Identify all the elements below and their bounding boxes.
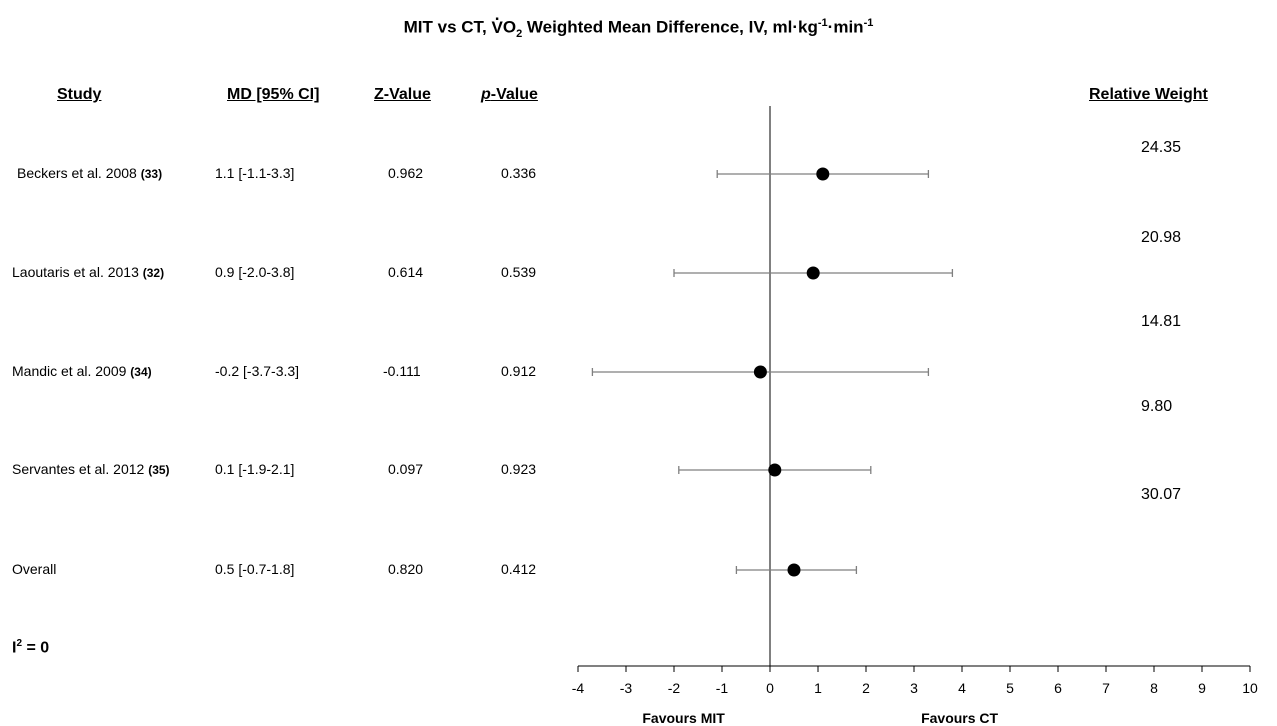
x-tick-label: 9	[1198, 680, 1206, 696]
z-value: -0.111	[383, 363, 421, 379]
study-ref: (35)	[148, 463, 170, 477]
x-tick-label: 8	[1150, 680, 1158, 696]
p-value: 0.912	[501, 363, 537, 379]
x-tick-label: -2	[668, 680, 681, 696]
heterogeneity-stat: I2 = 0	[12, 638, 50, 657]
study-ref: (33)	[140, 167, 163, 181]
study-name: Servantes et al. 2012 (35)	[12, 461, 170, 477]
x-tick-label: -3	[620, 680, 633, 696]
z-value: 0.097	[388, 461, 424, 477]
weight-value: 24.35	[1141, 139, 1182, 156]
data-point	[806, 266, 820, 280]
header-p-value: p-Value	[481, 86, 538, 103]
header-md: MD [95% CI]	[227, 86, 320, 103]
weight-value: 9.80	[1141, 398, 1173, 415]
study-label: Mandic et al. 2009	[12, 363, 127, 379]
data-point	[753, 365, 767, 379]
data-point	[816, 167, 830, 181]
x-tick-label: 0	[766, 680, 774, 696]
z-value: 0.962	[388, 165, 424, 181]
md-ci-value: 0.5 [-0.7-1.8]	[215, 561, 295, 577]
x-tick-label: -1	[716, 680, 729, 696]
z-value: 0.614	[388, 264, 424, 280]
study-name: Laoutaris et al. 2013 (32)	[12, 264, 164, 280]
study-label: Laoutaris et al. 2013	[12, 264, 139, 280]
study-label: Servantes et al. 2012	[12, 461, 145, 477]
header-relative-weight: Relative Weight	[1089, 86, 1208, 103]
x-tick-label: -4	[572, 680, 585, 696]
study-name: Mandic et al. 2009 (34)	[12, 363, 152, 379]
study-ref: (34)	[130, 365, 152, 379]
md-ci-value: 0.1 [-1.9-2.1]	[215, 461, 295, 477]
favours-mit-label: Favours MIT	[642, 710, 725, 726]
p-value: 0.412	[501, 561, 537, 577]
x-tick-label: 7	[1102, 680, 1110, 696]
study-label: Beckers et al. 2008	[17, 165, 137, 181]
p-value: 0.923	[501, 461, 537, 477]
study-name: Overall	[12, 561, 56, 577]
x-tick-label: 4	[958, 680, 966, 696]
header-study: Study	[57, 86, 102, 103]
z-value: 0.820	[388, 561, 424, 577]
md-ci-value: 1.1 [-1.1-3.3]	[215, 165, 295, 181]
md-ci-value: -0.2 [-3.7-3.3]	[215, 363, 300, 379]
x-tick-label: 3	[910, 680, 918, 696]
p-value: 0.539	[501, 264, 537, 280]
x-tick-label: 10	[1242, 680, 1258, 696]
x-tick-label: 6	[1054, 680, 1062, 696]
md-ci-value: 0.9 [-2.0-3.8]	[215, 264, 295, 280]
weight-value: 20.98	[1141, 229, 1182, 246]
data-point	[787, 563, 801, 577]
chart-title: MIT vs CT, VO2 Weighted Mean Difference,…	[0, 5, 1277, 40]
study-ref: (32)	[142, 266, 165, 280]
header-z-value: Z-Value	[374, 86, 431, 103]
weight-value: 14.81	[1141, 313, 1182, 330]
favours-ct-label: Favours CT	[921, 710, 998, 726]
study-name: Beckers et al. 2008 (33)	[17, 165, 162, 181]
x-tick-label: 2	[862, 680, 870, 696]
study-label: Overall	[12, 561, 57, 577]
x-tick-label: 1	[814, 680, 822, 696]
x-tick-label: 5	[1006, 680, 1014, 696]
p-value: 0.336	[501, 165, 537, 181]
weight-value: 30.07	[1141, 486, 1182, 503]
data-point	[768, 463, 782, 477]
